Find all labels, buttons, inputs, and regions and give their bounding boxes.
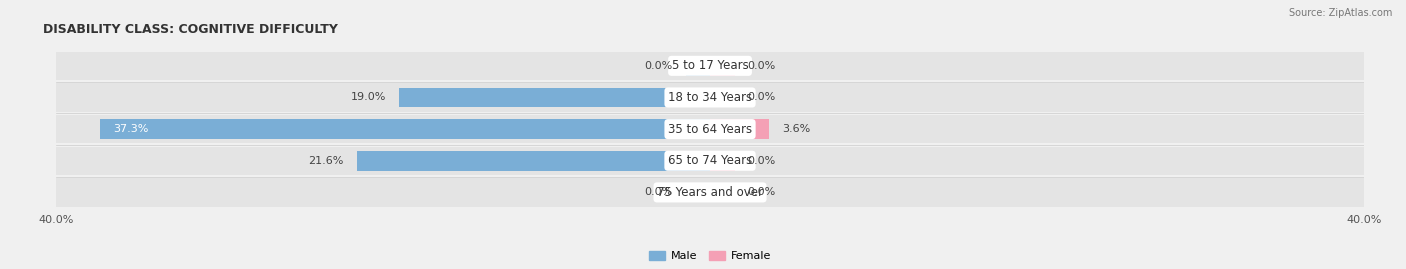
Text: 35 to 64 Years: 35 to 64 Years [668, 123, 752, 136]
Legend: Male, Female: Male, Female [644, 246, 776, 266]
Bar [100, 119, 710, 139]
Bar [710, 56, 734, 76]
Bar [56, 52, 1364, 80]
Bar [56, 115, 1364, 143]
Bar [357, 151, 710, 171]
Text: 18 to 34 Years: 18 to 34 Years [668, 91, 752, 104]
Text: 37.3%: 37.3% [114, 124, 149, 134]
Bar [710, 151, 734, 171]
Bar [399, 88, 710, 107]
Text: 65 to 74 Years: 65 to 74 Years [668, 154, 752, 167]
Text: 0.0%: 0.0% [748, 187, 776, 197]
Text: 3.6%: 3.6% [782, 124, 810, 134]
Bar [56, 83, 1364, 112]
Bar [686, 183, 710, 202]
Text: 19.0%: 19.0% [352, 93, 387, 102]
Text: 5 to 17 Years: 5 to 17 Years [672, 59, 748, 72]
Bar [56, 178, 1364, 207]
Text: 0.0%: 0.0% [644, 187, 672, 197]
Text: 0.0%: 0.0% [748, 61, 776, 71]
Text: 0.0%: 0.0% [748, 93, 776, 102]
Text: 0.0%: 0.0% [748, 156, 776, 166]
Text: 21.6%: 21.6% [308, 156, 344, 166]
Text: 0.0%: 0.0% [644, 61, 672, 71]
Bar [710, 183, 734, 202]
Text: Source: ZipAtlas.com: Source: ZipAtlas.com [1288, 8, 1392, 18]
Bar [710, 119, 769, 139]
Bar [686, 56, 710, 76]
Bar [56, 147, 1364, 175]
Text: DISABILITY CLASS: COGNITIVE DIFFICULTY: DISABILITY CLASS: COGNITIVE DIFFICULTY [44, 23, 337, 36]
Text: 75 Years and over: 75 Years and over [657, 186, 763, 199]
Bar [710, 88, 734, 107]
